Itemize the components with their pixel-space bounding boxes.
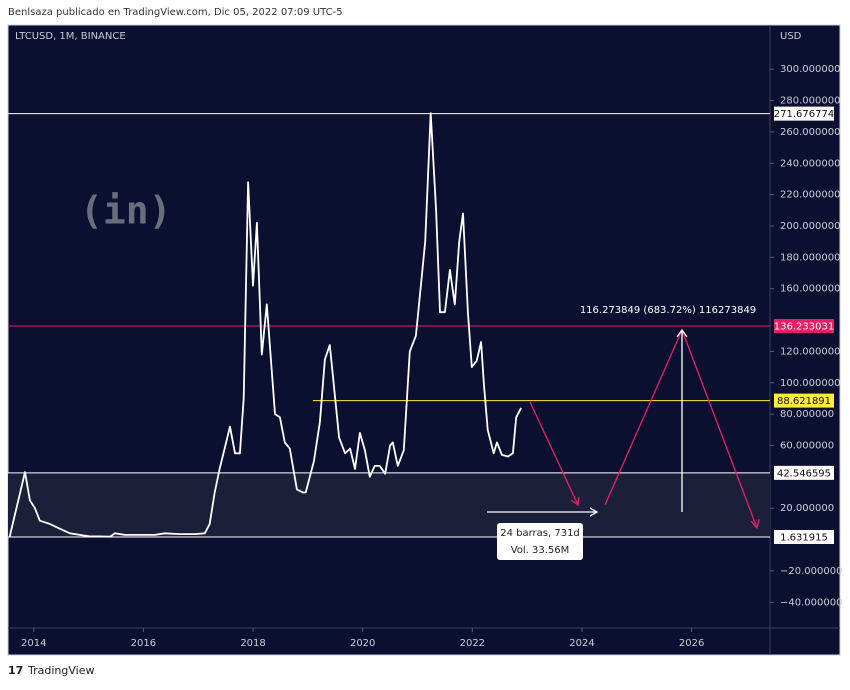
y-tick-label: 60.000000 [780, 440, 834, 451]
level-tag [774, 465, 834, 480]
y-tick-label: 300.000000 [780, 64, 840, 75]
y-tick-label: 20.000000 [780, 503, 834, 514]
y-tick-label: 100.000000 [780, 378, 840, 389]
axis-unit: USD [780, 31, 802, 42]
arrow-head [750, 518, 760, 530]
level-tag [774, 529, 834, 544]
range-label: 24 barras, 731d [500, 528, 580, 539]
price-line [8, 112, 522, 538]
level-label: 136.233031 [774, 321, 834, 332]
level-label: 1.631915 [780, 532, 828, 543]
x-tick-label: 2020 [350, 638, 375, 649]
x-tick-label: 2024 [569, 638, 594, 649]
x-tick-label: 2016 [131, 638, 156, 649]
level-label: 42.546595 [777, 468, 831, 479]
y-tick-label: 80.000000 [780, 409, 834, 420]
measure-label: 116.273849 (683.72%) 116273849 [580, 305, 756, 316]
arrow-head [570, 496, 580, 507]
x-tick-label: 2026 [679, 638, 704, 649]
symbol: LTCUSD, 1M, BINANCE [15, 31, 126, 42]
level-label: 88.621891 [777, 396, 831, 407]
arrow-head [676, 328, 688, 338]
range-label: Vol. 33.56M [511, 545, 570, 556]
level-tag [774, 106, 834, 121]
y-tick-label: 200.000000 [780, 221, 840, 232]
y-tick-label: 280.000000 [780, 96, 840, 107]
y-tick-label: 260.000000 [780, 127, 840, 138]
arrow [604, 329, 683, 506]
footer: TradingView [27, 664, 94, 677]
y-tick-label: −20.000000 [780, 566, 842, 577]
range-zone [8, 472, 770, 537]
x-tick-label: 2014 [21, 638, 46, 649]
level-tag [774, 393, 834, 408]
arrow [529, 401, 579, 506]
arrow-head [589, 507, 599, 517]
level-label: 271.676774 [774, 109, 834, 120]
y-tick-label: 220.000000 [780, 190, 840, 201]
level-tag [774, 318, 834, 333]
y-tick-label: 160.000000 [780, 284, 840, 295]
x-tick-label: 2018 [240, 638, 265, 649]
watermark: (in) [80, 189, 172, 233]
projection [487, 328, 760, 530]
footer-logo: 17 [8, 664, 23, 677]
y-tick-label: −40.000000 [780, 597, 842, 608]
arrow [681, 329, 758, 529]
chart-panel [7, 24, 841, 656]
x-tick-label: 2022 [460, 638, 485, 649]
header: Benlsaza publicado en TradingView.com, D… [8, 7, 343, 18]
range-box [497, 523, 583, 560]
y-tick-label: 180.000000 [780, 252, 840, 263]
y-tick-label: 240.000000 [780, 158, 840, 169]
y-tick-label: 120.000000 [780, 346, 840, 357]
